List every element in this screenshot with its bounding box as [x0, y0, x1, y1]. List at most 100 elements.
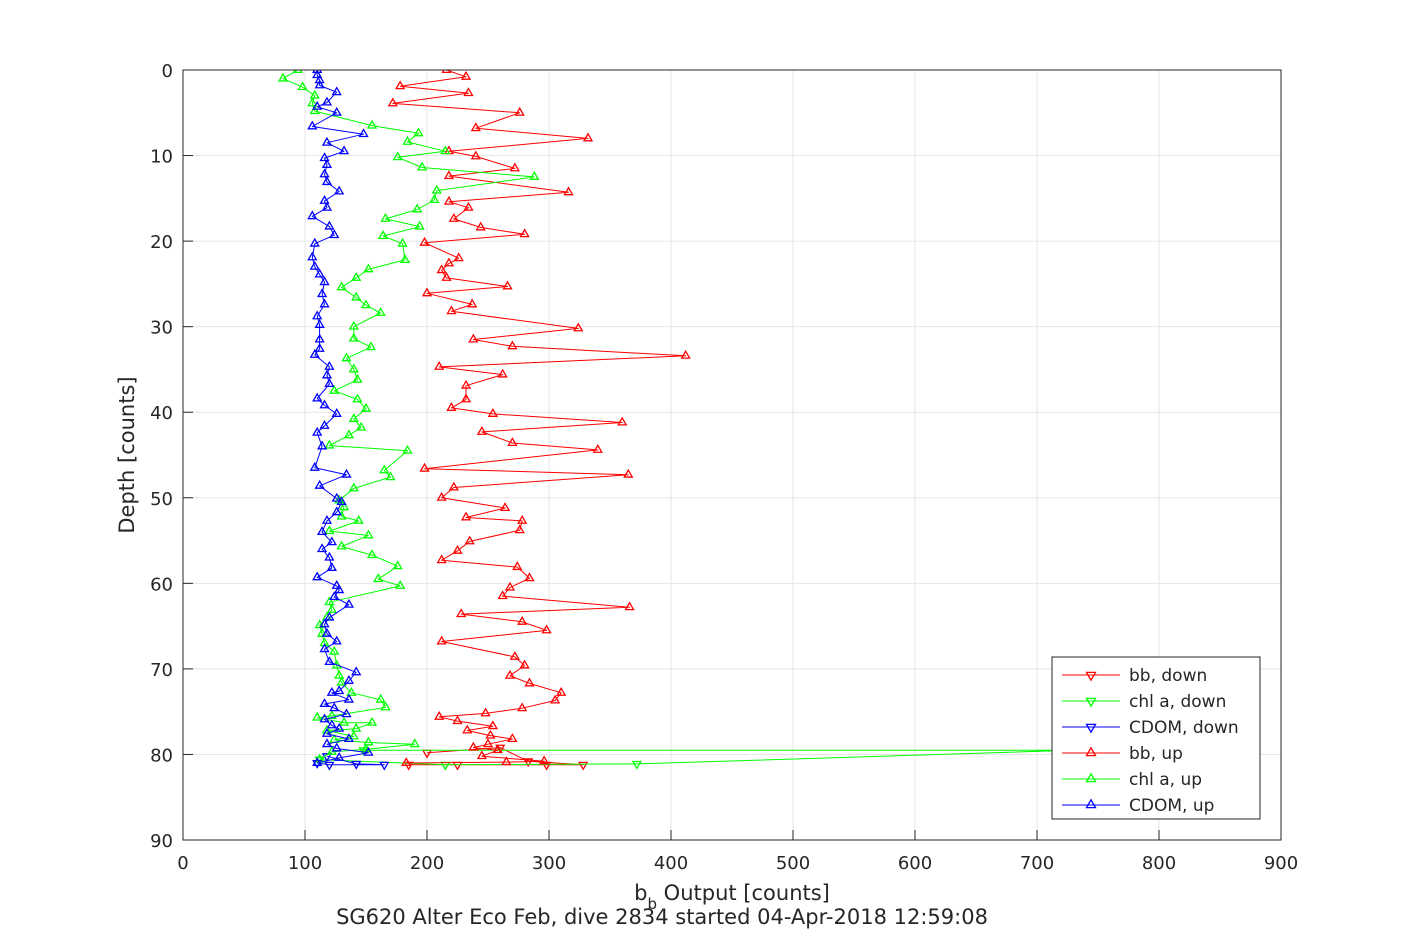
data-point-marker [321, 159, 333, 168]
data-point-marker [556, 686, 567, 696]
data-point-marker [334, 751, 345, 761]
legend-entry: CDOM, down [1062, 718, 1239, 738]
data-point-marker [440, 145, 451, 155]
legend-entry: chl a, down [1062, 692, 1226, 712]
y-tick-label: 40 [150, 403, 173, 424]
data-point-marker [312, 711, 323, 721]
data-point-marker [324, 220, 335, 230]
data-point-marker [380, 701, 391, 711]
x-tick-label: 300 [532, 853, 566, 874]
y-tick-label: 0 [162, 61, 173, 82]
y-tick-label: 90 [150, 831, 173, 852]
data-point-marker [366, 549, 378, 559]
legend-entry: bb, down [1062, 666, 1207, 686]
data-point-marker [470, 150, 481, 160]
data-point-marker [443, 170, 455, 180]
data-point-marker [501, 756, 512, 766]
x-tick-label: 500 [776, 853, 810, 874]
data-point-marker [373, 573, 384, 583]
data-point-marker [319, 276, 330, 286]
data-point-marker [402, 135, 413, 145]
y-tick-label: 60 [150, 574, 173, 595]
data-point-marker [436, 635, 447, 645]
data-point-marker [326, 536, 337, 546]
data-point-marker [463, 201, 474, 211]
data-point-marker [326, 603, 337, 613]
data-point-marker [460, 511, 472, 521]
data-point-marker [316, 440, 328, 450]
data-point-marker [680, 349, 691, 359]
data-point-marker [485, 729, 496, 739]
data-point-marker [319, 713, 330, 723]
data-point-marker [314, 343, 325, 352]
data-point-marker [309, 237, 320, 247]
data-point-marker [453, 252, 464, 262]
data-point-marker [348, 482, 359, 492]
data-point-marker [507, 437, 518, 447]
legend-label: chl a, down [1129, 692, 1226, 712]
data-point-marker [331, 492, 342, 502]
x-tick-label: 700 [1020, 853, 1054, 874]
legend-label: bb, up [1129, 744, 1183, 764]
data-point-marker [365, 341, 377, 351]
data-point-marker [499, 502, 511, 512]
data-point-marker [363, 746, 374, 756]
data-point-marker [502, 280, 513, 290]
data-point-marker [321, 753, 333, 763]
data-point-marker [509, 162, 520, 172]
data-point-marker [319, 168, 330, 178]
data-point-marker [480, 707, 491, 717]
data-point-marker [321, 724, 333, 734]
data-point-marker [495, 744, 506, 754]
data-point-marker [509, 651, 520, 660]
data-point-marker [497, 368, 508, 378]
data-point-marker [324, 378, 335, 388]
data-point-marker [448, 212, 459, 222]
legend-marker-sample [1085, 746, 1097, 757]
data-point-marker [309, 89, 320, 99]
data-point-marker [331, 742, 342, 752]
data-point-marker [312, 392, 323, 402]
data-point-marker [419, 236, 430, 246]
data-point-marker [482, 738, 494, 748]
data-point-marker [346, 686, 357, 696]
data-point-marker [336, 510, 347, 520]
y-tick-label: 20 [150, 232, 173, 253]
data-point-marker [456, 608, 467, 618]
data-point-marker [467, 298, 478, 308]
data-point-marker [468, 741, 479, 751]
data-point-marker [582, 132, 594, 142]
data-point-marker [441, 70, 452, 74]
data-point-marker [324, 656, 335, 666]
x-tick-label: 100 [288, 853, 322, 874]
axis-ticks: 0 100 200 300 400 500 600 700 800 900 0 10 20 30 40 50 6… [150, 61, 1298, 874]
data-point-marker [429, 194, 440, 204]
data-point-marker [366, 119, 378, 129]
data-point-marker [355, 421, 367, 431]
data-point-marker [309, 461, 320, 471]
data-point-marker [448, 481, 459, 491]
data-point-marker [443, 195, 455, 205]
y-tick-label: 50 [150, 489, 173, 510]
data-point-marker [401, 757, 412, 767]
data-point-marker [514, 524, 525, 534]
data-point-marker [385, 471, 396, 481]
legend-entry: CDOM, up [1062, 796, 1214, 816]
plot-frame [182, 69, 1282, 841]
data-point-marker [351, 666, 362, 676]
data-point-marker [352, 373, 363, 383]
data-point-marker [331, 506, 342, 516]
data-point-marker [512, 561, 523, 571]
data-point-marker [329, 645, 340, 655]
data-point-marker [366, 716, 378, 726]
data-point-marker [623, 468, 634, 478]
data-point-marker [475, 221, 486, 231]
data-point-marker [419, 462, 430, 472]
data-point-marker [334, 584, 345, 594]
data-point-marker [316, 288, 328, 298]
data-point-marker [412, 203, 423, 213]
legend-label: bb, down [1129, 666, 1207, 686]
data-point-marker [452, 715, 463, 725]
data-point-marker [524, 572, 535, 582]
data-point-marker [413, 127, 424, 137]
